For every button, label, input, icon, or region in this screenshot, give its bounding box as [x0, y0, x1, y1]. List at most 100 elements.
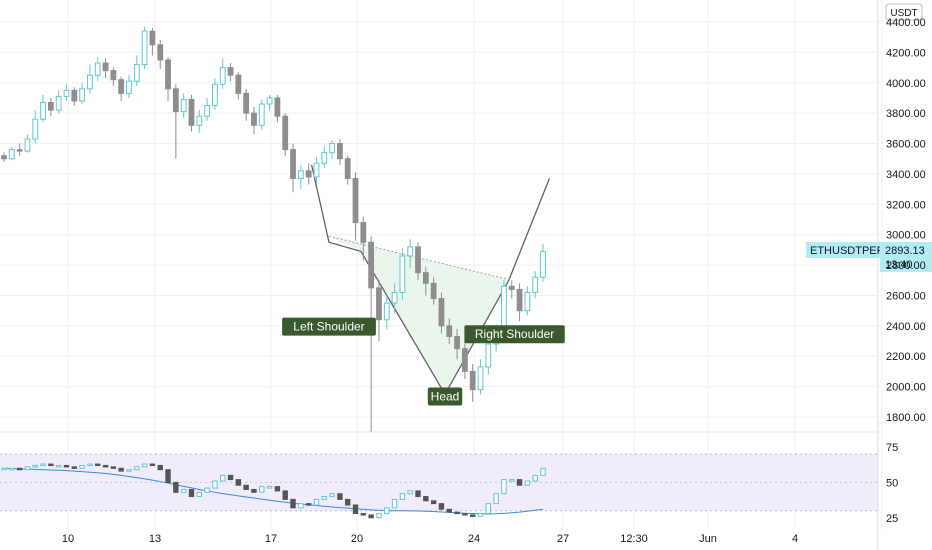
candle	[446, 318, 453, 345]
rsi-bar	[524, 480, 531, 486]
candle	[47, 97, 54, 117]
rsi-bar	[71, 466, 78, 469]
candle	[540, 243, 546, 282]
candle	[172, 84, 179, 159]
rsi-bar	[430, 500, 437, 505]
rsi-bar	[149, 463, 156, 467]
svg-text:Left Shoulder: Left Shoulder	[293, 320, 364, 334]
candle	[118, 76, 125, 101]
candle	[477, 359, 484, 395]
rsi-bar	[243, 484, 249, 490]
rsi-bar	[110, 466, 117, 469]
rsi-bar	[63, 464, 70, 468]
x-tick-label: 24	[468, 533, 480, 545]
candle	[219, 58, 226, 89]
candle	[40, 94, 46, 123]
y-tick-label: 3000.00	[886, 230, 926, 242]
rsi-bar	[345, 498, 351, 506]
rsi-bar	[188, 488, 195, 498]
candle	[383, 295, 390, 329]
candle	[71, 87, 78, 106]
candle	[227, 63, 234, 82]
rsi-bar	[40, 463, 46, 467]
rsi-bar	[485, 503, 492, 515]
grid	[0, 0, 883, 530]
x-tick-label: 27	[557, 533, 569, 545]
rsi-bar	[399, 493, 406, 500]
candle	[266, 94, 273, 111]
candle	[336, 138, 343, 165]
candle	[157, 40, 164, 70]
rsi-bar	[259, 486, 265, 493]
candle	[282, 113, 289, 156]
rsi-bar	[313, 498, 320, 506]
x-tick-label: Jun	[699, 533, 717, 545]
y-tick-label: 4000.00	[886, 78, 926, 90]
y-tick-label: 2000.00	[886, 382, 926, 394]
candle	[63, 84, 70, 101]
rsi-bar	[493, 493, 499, 505]
rsi-tick-label: 75	[886, 442, 898, 454]
rsi-bar	[95, 463, 101, 467]
candle	[87, 64, 93, 94]
candle	[321, 146, 328, 168]
rsi-bar	[282, 490, 288, 500]
candle	[188, 94, 195, 132]
head-and-shoulders-pattern	[310, 164, 551, 396]
rsi-bar	[251, 488, 257, 493]
candle	[94, 56, 101, 82]
candles	[1, 26, 546, 433]
countdown: 13:40	[885, 259, 913, 271]
candle	[454, 328, 460, 360]
rsi-bar	[48, 463, 54, 467]
candle	[407, 239, 414, 269]
currency-badge[interactable]: USDT	[885, 3, 923, 21]
pattern-label: Right Shoulder	[464, 325, 565, 344]
rsi-bar	[55, 464, 62, 468]
y-tick-label: 2800.00	[886, 260, 926, 272]
x-tick-label: 4	[792, 533, 798, 545]
y-tick-label: 1800.00	[886, 412, 926, 424]
y-tick-label: 3200.00	[886, 199, 926, 211]
candle	[461, 341, 468, 380]
y-tick-label: 2400.00	[886, 321, 926, 333]
axes: USDT ETHUSDTPERP 2893.13 13:40 4400.0042…	[62, 0, 932, 550]
rsi-bar	[1, 467, 7, 471]
rsi-bar	[509, 479, 515, 482]
rsi-bar	[352, 504, 359, 515]
y-tick-label: 3800.00	[886, 108, 926, 120]
candle	[79, 82, 86, 105]
candle	[110, 67, 117, 86]
y-tick-label: 2600.00	[886, 290, 926, 302]
candle	[344, 155, 351, 185]
rsi-bar	[540, 467, 546, 476]
rsi-bar	[24, 466, 31, 471]
candle	[55, 90, 62, 114]
rsi-bar	[118, 467, 124, 472]
candle	[469, 363, 476, 402]
rsi-bar	[16, 467, 23, 471]
candle	[415, 242, 421, 281]
candle	[212, 78, 218, 111]
candle	[352, 172, 359, 241]
candle	[305, 163, 312, 185]
x-tick-label: 10	[62, 533, 74, 545]
candle	[141, 26, 148, 70]
candle	[399, 248, 406, 301]
annotations: Left Shoulder Head Right Shoulder	[282, 317, 565, 406]
candle	[329, 140, 335, 159]
rsi-bar	[438, 503, 445, 510]
rsi-bar	[227, 474, 234, 481]
rsi-bar	[266, 486, 273, 489]
x-tick-label: 17	[265, 533, 277, 545]
candle	[422, 266, 429, 296]
candle	[297, 164, 304, 190]
candle	[532, 271, 539, 299]
candle	[204, 97, 211, 121]
svg-text:Right Shoulder: Right Shoulder	[475, 327, 554, 341]
candle	[516, 283, 523, 322]
candle	[290, 143, 296, 193]
rsi-bar	[157, 464, 163, 471]
rsi-bar	[384, 507, 390, 515]
